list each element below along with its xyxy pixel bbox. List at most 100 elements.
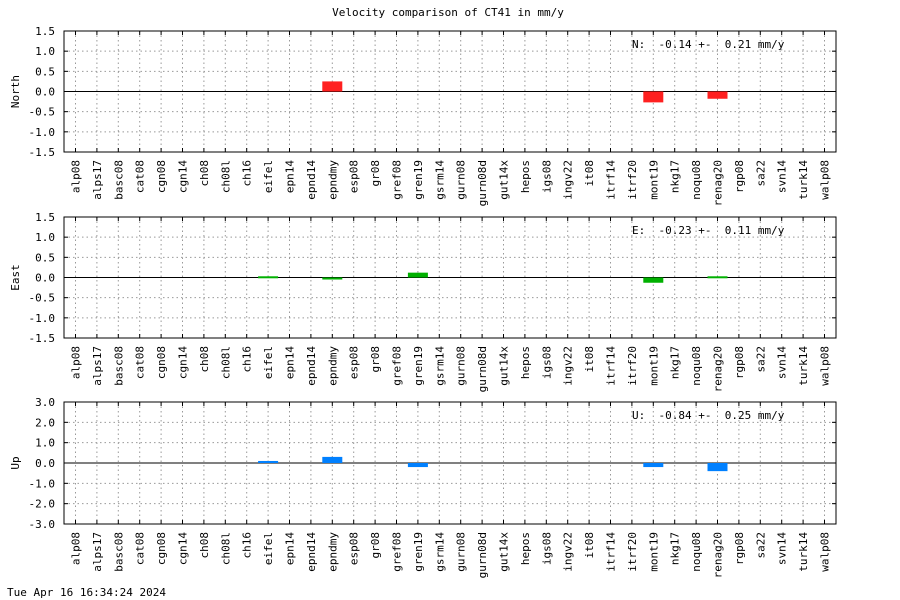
x-tick-label: alps17 — [91, 160, 104, 200]
x-tick-label: ch08l — [219, 160, 232, 193]
x-tick-label: cgn14 — [177, 532, 190, 565]
y-tick-label: -1.0 — [29, 126, 56, 139]
x-tick-label: renag20 — [712, 532, 725, 578]
x-tick-label: noqu08 — [690, 532, 703, 572]
footer-timestamp: Tue Apr 16 16:34:24 2024 — [7, 586, 166, 599]
x-tick-label: gurn08 — [455, 346, 468, 386]
y-tick-label: 0.0 — [35, 457, 55, 470]
stat-annotation: E: -0.23 +- 0.11 mm/y — [632, 224, 785, 237]
x-tick-label: ch08 — [198, 346, 211, 373]
x-tick-label: ch08l — [219, 346, 232, 379]
bar-mont19 — [643, 463, 664, 468]
y-tick-label: 0.0 — [35, 272, 55, 285]
x-tick-label: cat08 — [134, 532, 147, 565]
x-tick-label: basc08 — [112, 160, 125, 200]
x-tick-label: gut14x — [498, 346, 511, 386]
x-tick-label: ingv22 — [562, 346, 575, 386]
x-tick-label: nkg17 — [669, 532, 682, 565]
x-tick-label: noqu08 — [690, 346, 703, 386]
x-tick-label: gren19 — [412, 160, 425, 200]
x-tick-label: epndmy — [326, 160, 339, 200]
x-tick-label: gut14x — [498, 160, 511, 200]
y-tick-label: 0.0 — [35, 86, 55, 99]
x-tick-label: cgn14 — [177, 346, 190, 379]
y-tick-label: 1.5 — [35, 211, 55, 224]
plot-frame — [63, 30, 837, 153]
bar-gren19 — [407, 463, 428, 468]
x-tick-label: hepos — [519, 532, 532, 565]
x-tick-label: itrf14 — [605, 160, 618, 200]
x-tick-label: mont19 — [647, 532, 660, 572]
x-tick-label: itrf14 — [605, 346, 618, 386]
x-tick-label: gsrm14 — [433, 532, 446, 572]
x-tick-label: cat08 — [134, 160, 147, 193]
bar-gren19 — [407, 272, 428, 278]
x-tick-label: epnd14 — [305, 532, 318, 572]
x-tick-label: gref08 — [391, 532, 404, 572]
x-tick-label: epn14 — [284, 346, 297, 379]
x-tick-label: ch08 — [198, 160, 211, 187]
y-tick-label: 1.0 — [35, 231, 55, 244]
x-tick-label: itrf20 — [626, 532, 639, 572]
x-tick-label: epndmy — [326, 532, 339, 572]
x-tick-label: alps17 — [91, 346, 104, 386]
x-tick-label: it08 — [583, 532, 596, 559]
y-tick-label: 1.0 — [35, 45, 55, 58]
x-tick-label: epndmy — [326, 346, 339, 386]
x-tick-label: turk14 — [797, 346, 810, 386]
x-tick-label: igs08 — [540, 160, 553, 193]
y-tick-label: -0.5 — [29, 106, 56, 119]
x-tick-label: gsrm14 — [433, 160, 446, 200]
x-tick-label: noqu08 — [690, 160, 703, 200]
bar-renag20 — [707, 91, 728, 99]
x-tick-label: gr08 — [369, 346, 382, 373]
x-tick-label: gsrm14 — [433, 346, 446, 386]
x-tick-label: epn14 — [284, 160, 297, 193]
plot-frame — [63, 401, 837, 525]
y-axis-label: North — [9, 75, 22, 108]
x-tick-label: gurn08 — [455, 532, 468, 572]
x-tick-label: basc08 — [112, 346, 125, 386]
x-tick-label: cgn08 — [155, 346, 168, 379]
x-tick-label: epnd14 — [305, 160, 318, 200]
x-tick-label: sa22 — [754, 346, 767, 373]
x-tick-label: gurn08 — [455, 160, 468, 200]
x-tick-label: igs08 — [540, 346, 553, 379]
x-tick-label: gut14x — [498, 532, 511, 572]
x-tick-label: sa22 — [754, 532, 767, 559]
x-tick-label: nkg17 — [669, 160, 682, 193]
x-tick-label: eifel — [262, 160, 275, 193]
y-tick-label: 2.0 — [35, 416, 55, 429]
x-tick-label: alp08 — [70, 346, 83, 379]
x-tick-label: gurn08d — [476, 160, 489, 206]
y-tick-label: 0.5 — [35, 65, 55, 78]
bar-eifel — [258, 460, 279, 463]
x-tick-label: esp08 — [348, 346, 361, 379]
y-tick-label: 3.0 — [35, 396, 55, 409]
x-tick-label: rgp08 — [733, 346, 746, 379]
x-tick-label: ingv22 — [562, 532, 575, 572]
x-tick-label: alps17 — [91, 532, 104, 572]
y-axis-label: East — [9, 264, 22, 291]
x-tick-label: renag20 — [712, 346, 725, 392]
x-tick-label: svn14 — [776, 346, 789, 379]
x-tick-label: ch08l — [219, 532, 232, 565]
x-tick-label: alp08 — [70, 160, 83, 193]
x-tick-label: itrf14 — [605, 532, 618, 572]
x-tick-label: mont19 — [647, 160, 660, 200]
chart-title: Velocity comparison of CT41 in mm/y — [332, 6, 564, 19]
x-tick-label: mont19 — [647, 346, 660, 386]
x-tick-label: rgp08 — [733, 160, 746, 193]
x-tick-label: gref08 — [391, 160, 404, 200]
x-tick-label: gr08 — [369, 160, 382, 187]
x-tick-label: alp08 — [70, 532, 83, 565]
x-tick-label: itrf20 — [626, 346, 639, 386]
x-tick-label: walp08 — [819, 346, 832, 386]
x-tick-label: basc08 — [112, 532, 125, 572]
x-tick-label: walp08 — [819, 160, 832, 200]
y-tick-label: 0.5 — [35, 251, 55, 264]
y-tick-label: -0.5 — [29, 292, 56, 305]
x-tick-label: nkg17 — [669, 346, 682, 379]
x-tick-label: ch08 — [198, 532, 211, 559]
